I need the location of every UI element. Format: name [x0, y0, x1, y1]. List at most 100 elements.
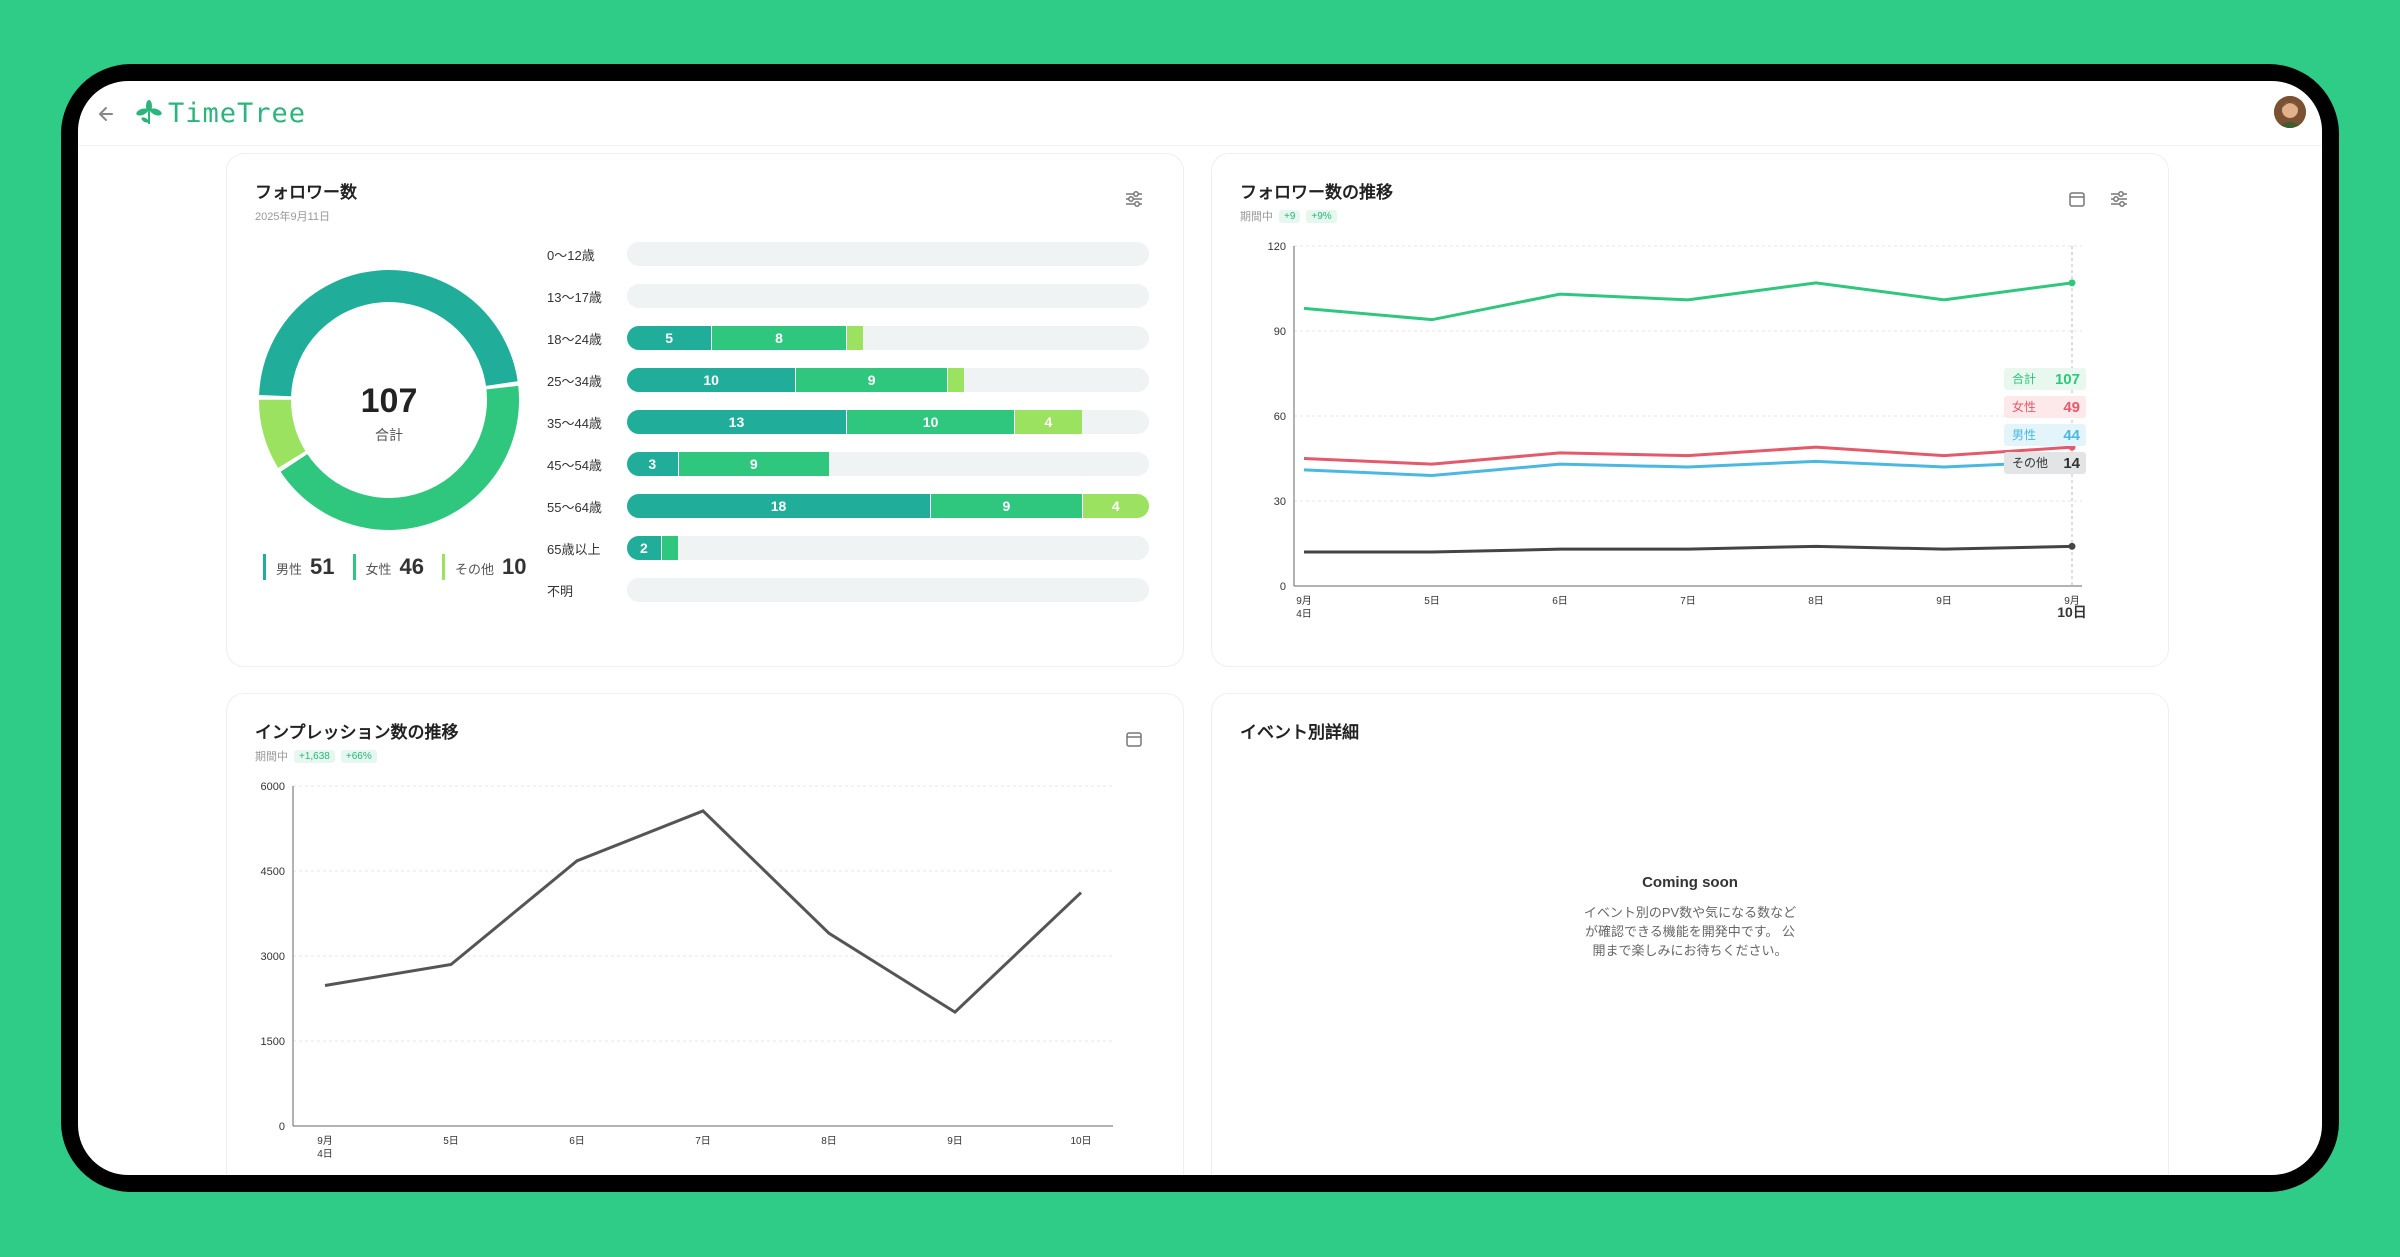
age-bar-track: 13 10 4 [627, 410, 1149, 434]
age-label: 不明 [547, 584, 574, 599]
card-period: 期間中 +1,638 +66% [255, 748, 377, 764]
tooltip-value: 14 [2063, 455, 2080, 472]
delta-abs-badge: +9 [1279, 209, 1301, 223]
top-bar: TimeTree [78, 81, 2322, 146]
age-bar-track: 18 9 4 [627, 494, 1149, 518]
x-tick-label: 6日 [1552, 596, 1568, 607]
tooltip-row-bg [2004, 452, 2086, 474]
tooltip-total: 合計 107 [2004, 368, 2086, 390]
age-bar-other: 4 [1081, 494, 1149, 518]
x-tick-label: 6日 [569, 1136, 585, 1147]
age-bar-male: 10 [627, 368, 796, 392]
gender-legend: 男性 51 女性 46 その他 10 [263, 554, 527, 580]
age-label: 65歳以上 [547, 542, 601, 557]
impression-line-chart: 0 1500 3000 4500 6000 9月 4日 5日 6日 7日 8日 9日 10日 [261, 781, 1113, 1160]
age-bar-male: 2 [627, 536, 661, 560]
age-row: 0〜12歳 [547, 242, 1149, 266]
age-bar-other [946, 368, 964, 392]
user-avatar[interactable] [2274, 96, 2306, 128]
tooltip-label: その他 [2012, 456, 2048, 470]
age-row: 25〜34歳 10 9 [547, 368, 1149, 392]
leaf-logo-icon [136, 100, 162, 124]
y-tick-label: 60 [1274, 411, 1286, 423]
age-label: 55〜64歳 [547, 500, 602, 515]
age-bar-male: 3 [627, 452, 678, 476]
app-screen: TimeTree フォロワー数 2025年9月11日 107 合計 [78, 81, 2322, 1175]
tooltip-value: 44 [2063, 427, 2080, 444]
x-tick-label: 7日 [695, 1136, 711, 1147]
x-tick-label: 9月 [1296, 595, 1312, 607]
x-tick-label: 7日 [1680, 596, 1696, 607]
app-logo[interactable]: TimeTree [136, 97, 306, 129]
x-tick-label: 8日 [1808, 596, 1824, 607]
series-line [324, 809, 1083, 1014]
x-tick-label: 4日 [1296, 609, 1312, 620]
y-tick-label: 120 [1268, 241, 1286, 253]
age-label: 0〜12歳 [547, 248, 595, 263]
age-bar-track [627, 284, 1149, 308]
card-title: フォロワー数 [255, 183, 357, 202]
y-tick-label: 6000 [261, 781, 285, 793]
event-detail-card: イベント別詳細 Coming soon イベント別のPV数や気になる数など が確… [1211, 693, 2169, 1175]
impression-trend-card: インプレッション数の推移 期間中 +1,638 +66% 0 1500 3000 45… [226, 693, 1184, 1175]
calendar-icon[interactable] [1123, 728, 1145, 750]
age-label: 18〜24歳 [547, 332, 602, 347]
age-bar-other: 4 [1014, 410, 1082, 434]
age-label: 25〜34歳 [547, 374, 602, 389]
age-row: 55〜64歳 18 9 4 [547, 494, 1149, 518]
age-label: 35〜44歳 [547, 416, 602, 431]
age-label: 13〜17歳 [547, 290, 602, 305]
age-bar-female: 9 [677, 452, 830, 476]
age-bar-male: 13 [627, 410, 846, 434]
card-title: イベント別詳細 [1240, 723, 1359, 742]
age-label: 45〜54歳 [547, 458, 602, 473]
series-line [1303, 459, 2073, 478]
series-line [1303, 445, 2073, 466]
y-tick-label: 0 [1280, 581, 1286, 593]
age-row: 13〜17歳 [547, 284, 1149, 308]
coming-soon-title: Coming soon [1642, 874, 1738, 891]
series-end-point [2068, 279, 2076, 287]
tooltip-value: 49 [2063, 399, 2080, 416]
legend-value: 51 [310, 554, 335, 579]
age-bar-track: 10 9 [627, 368, 1149, 392]
y-tick-label: 3000 [261, 951, 285, 963]
donut-slice-male [259, 269, 518, 397]
age-bar-track [627, 242, 1149, 266]
tooltip-male: 男性 44 [2004, 424, 2086, 446]
age-bar-female: 9 [930, 494, 1082, 518]
series-line [1303, 281, 2073, 322]
avatar-image [2274, 96, 2306, 128]
filter-settings-icon[interactable] [1123, 188, 1145, 210]
card-date-text: 2025年9月11日 [255, 211, 331, 223]
age-row: 18〜24歳 5 8 [547, 326, 1149, 350]
tooltip-label: 男性 [2012, 428, 2036, 442]
filter-settings-icon[interactable] [2108, 188, 2130, 210]
y-tick-label: 0 [279, 1121, 285, 1133]
x-tick-label: 8日 [821, 1136, 837, 1147]
calendar-icon[interactable] [2066, 188, 2088, 210]
delta-pct-badge: +66% [340, 749, 377, 763]
x-tick-label: 5日 [443, 1136, 459, 1147]
age-bar-female: 10 [845, 410, 1015, 434]
donut-slice-female [280, 385, 519, 530]
follower-donut-chart: 107 合計 [259, 269, 519, 530]
tooltip-female: 女性 49 [2004, 396, 2086, 418]
tooltip-label: 合計 [2012, 371, 2036, 386]
age-bar-track: 2 [627, 536, 1149, 560]
y-tick-label: 30 [1274, 496, 1286, 508]
legend-value: 46 [399, 554, 424, 579]
back-arrow-icon[interactable] [92, 99, 122, 129]
y-tick-label: 90 [1274, 326, 1286, 338]
delta-abs-badge: +1,638 [294, 749, 335, 763]
age-bar-male: 18 [627, 494, 931, 518]
age-row: 45〜54歳 3 9 [547, 452, 1149, 476]
tooltip-other: その他 14 [2004, 452, 2086, 474]
legend-value: 10 [502, 554, 527, 579]
age-row: 65歳以上 2 [547, 536, 1149, 560]
donut-slice-other [259, 399, 306, 468]
donut-total-value: 107 [361, 382, 418, 420]
